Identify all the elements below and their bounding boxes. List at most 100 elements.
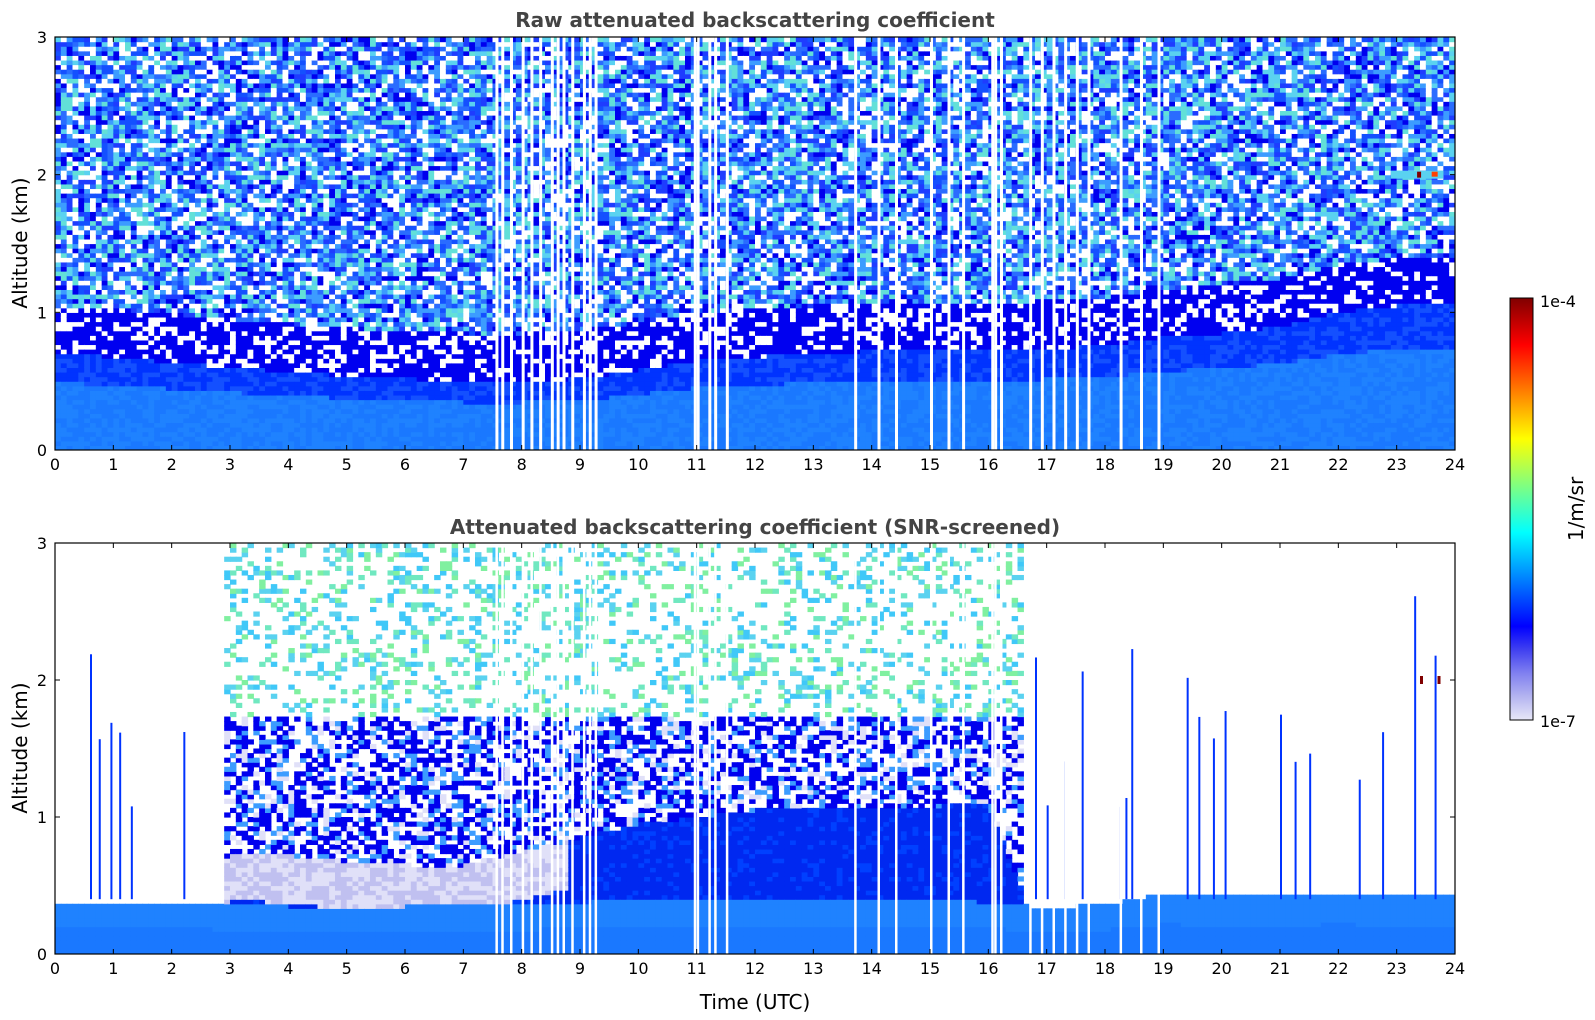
heatmap-cell [294,330,301,336]
heatmap-cell [212,335,219,341]
heatmap-cell [107,101,114,107]
heatmap-cell [364,243,371,249]
heatmap-cell [294,64,301,70]
heatmap-cell [230,293,237,300]
heatmap-cell [247,188,254,194]
heatmap-cell [148,293,155,300]
heatmap-cell [200,115,208,121]
heatmap-cell [183,408,190,414]
heatmap-cell [241,413,249,419]
heatmap-cell [218,234,225,240]
heatmap-cell [130,422,138,428]
heatmap-cell [305,105,313,112]
heatmap-cell [265,41,272,47]
heatmap-cell [288,307,295,313]
heatmap-cell [317,165,324,171]
heatmap-cell [375,271,383,277]
heatmap-cell [154,92,161,98]
heatmap-cell [218,160,225,167]
heatmap-cell [200,394,208,401]
heatmap-cell [206,101,214,107]
heatmap-cell [90,87,97,93]
heatmap-cell [212,330,219,336]
heatmap-cell [282,215,289,222]
heatmap-cell [183,206,190,212]
heatmap-cell [101,385,109,391]
heatmap-cell [335,92,342,98]
heatmap-cell [125,417,132,424]
heatmap-cell [195,225,202,231]
heatmap-cell [294,69,301,75]
heatmap-cell [259,422,266,428]
heatmap-cell [288,87,295,93]
heatmap-cell [265,326,272,332]
heatmap-cell [282,133,289,139]
heatmap-cell [160,69,167,75]
heatmap-cell [253,87,260,93]
heatmap-cell [282,427,289,433]
heatmap-cell [288,376,295,382]
heatmap-cell [247,202,254,208]
heatmap-cell [241,229,249,235]
heatmap-cell [78,394,85,401]
heatmap-cell [370,266,377,272]
heatmap-cell [370,243,377,249]
heatmap-cell [259,339,266,346]
heatmap-cell [340,197,348,203]
heatmap-cell [130,339,138,346]
heatmap-cell [218,105,225,112]
heatmap-cell [235,82,243,89]
heatmap-cell [160,73,167,79]
heatmap-cell [212,321,219,327]
heatmap-cell [300,371,307,378]
heatmap-cell [90,445,97,450]
heatmap-cell [78,128,85,134]
heatmap-cell [125,312,132,318]
heatmap-cell [171,284,179,290]
heatmap-cell [288,115,295,121]
heatmap-cell [230,211,237,217]
heatmap-cell [195,115,202,121]
heatmap-cell [189,252,196,258]
heatmap-cell [305,394,313,401]
heatmap-cell [84,234,91,240]
heatmap-cell [84,115,91,121]
heatmap-cell [189,261,196,268]
heatmap-cell [311,417,319,424]
heatmap-cell [165,358,173,364]
heatmap-cell [177,417,184,424]
heatmap-cell [195,293,202,300]
heatmap-cell [142,64,149,70]
heatmap-cell [195,46,202,52]
heatmap-cell [340,82,348,89]
heatmap-cell [270,220,278,226]
heatmap-cell [235,165,243,171]
heatmap-cell [235,234,243,240]
heatmap-cell [101,197,109,203]
heatmap-cell [247,128,254,134]
heatmap-cell [218,170,225,176]
heatmap-cell [119,445,126,450]
heatmap-cell [335,160,342,167]
heatmap-cell [218,303,225,309]
heatmap-cell [352,289,359,295]
heatmap-cell [253,82,260,89]
heatmap-cell [171,55,179,61]
heatmap-cell [107,96,114,102]
heatmap-cell [125,119,132,125]
heatmap-cell [253,151,260,157]
heatmap-cell [95,50,103,56]
heatmap-cell [171,399,179,405]
heatmap-cell [160,385,167,391]
heatmap-cell [60,193,68,199]
heatmap-cell [78,248,85,254]
heatmap-cell [294,229,301,235]
heatmap-cell [90,436,97,442]
heatmap-cell [119,165,126,171]
heatmap-cell [270,275,278,281]
heatmap-cell [95,275,103,281]
heatmap-cell [200,193,208,199]
heatmap-cell [352,229,359,235]
heatmap-cell [265,78,272,84]
heatmap-cell [364,293,371,300]
